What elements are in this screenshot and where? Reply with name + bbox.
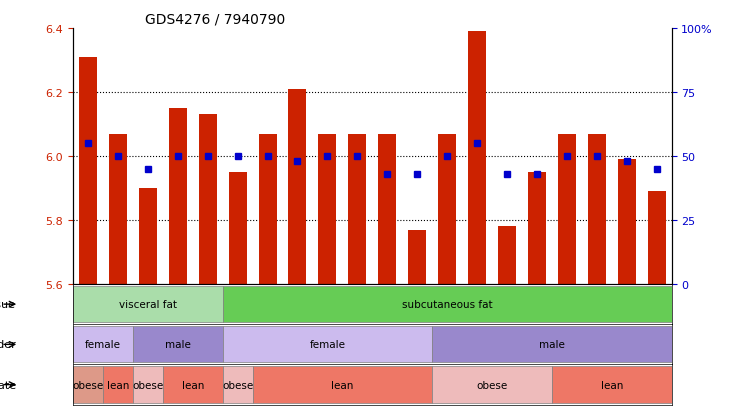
Bar bbox=[348, 134, 366, 284]
Bar bbox=[79, 58, 97, 284]
Bar bbox=[228, 173, 247, 284]
Text: obese: obese bbox=[477, 380, 507, 389]
Bar bbox=[498, 227, 516, 284]
FancyBboxPatch shape bbox=[552, 367, 672, 403]
Text: GDS4276 / 7940790: GDS4276 / 7940790 bbox=[145, 12, 285, 26]
Text: female: female bbox=[85, 339, 121, 349]
Bar bbox=[618, 160, 636, 284]
Bar bbox=[199, 115, 217, 284]
Bar bbox=[528, 173, 546, 284]
Bar bbox=[109, 134, 127, 284]
Text: obese: obese bbox=[72, 380, 104, 389]
FancyBboxPatch shape bbox=[73, 286, 223, 323]
Text: obese: obese bbox=[222, 380, 253, 389]
Text: visceral fat: visceral fat bbox=[119, 299, 177, 309]
FancyBboxPatch shape bbox=[73, 326, 133, 363]
FancyBboxPatch shape bbox=[73, 367, 103, 403]
Text: disease state: disease state bbox=[0, 380, 16, 389]
Bar bbox=[408, 230, 426, 284]
Bar bbox=[169, 109, 187, 284]
Bar bbox=[438, 134, 456, 284]
Bar bbox=[318, 134, 337, 284]
FancyBboxPatch shape bbox=[223, 286, 672, 323]
FancyBboxPatch shape bbox=[223, 367, 253, 403]
Text: female: female bbox=[310, 339, 345, 349]
Text: lean: lean bbox=[601, 380, 623, 389]
Bar bbox=[558, 134, 576, 284]
Bar bbox=[588, 134, 606, 284]
Text: tissue: tissue bbox=[0, 299, 16, 309]
FancyBboxPatch shape bbox=[133, 326, 223, 363]
Bar bbox=[139, 189, 157, 284]
Text: subcutaneous fat: subcutaneous fat bbox=[402, 299, 493, 309]
FancyBboxPatch shape bbox=[432, 326, 672, 363]
FancyBboxPatch shape bbox=[432, 367, 552, 403]
Bar bbox=[288, 90, 307, 284]
FancyBboxPatch shape bbox=[223, 326, 432, 363]
FancyBboxPatch shape bbox=[253, 367, 432, 403]
Bar bbox=[468, 32, 486, 284]
FancyBboxPatch shape bbox=[133, 367, 163, 403]
Text: lean: lean bbox=[107, 380, 129, 389]
Text: lean: lean bbox=[331, 380, 353, 389]
Bar bbox=[258, 134, 277, 284]
Text: gender: gender bbox=[0, 339, 16, 349]
FancyBboxPatch shape bbox=[163, 367, 223, 403]
Bar bbox=[378, 134, 396, 284]
Text: lean: lean bbox=[182, 380, 204, 389]
Text: male: male bbox=[539, 339, 565, 349]
FancyBboxPatch shape bbox=[103, 367, 133, 403]
Text: male: male bbox=[165, 339, 191, 349]
Bar bbox=[648, 192, 666, 284]
Text: obese: obese bbox=[132, 380, 164, 389]
